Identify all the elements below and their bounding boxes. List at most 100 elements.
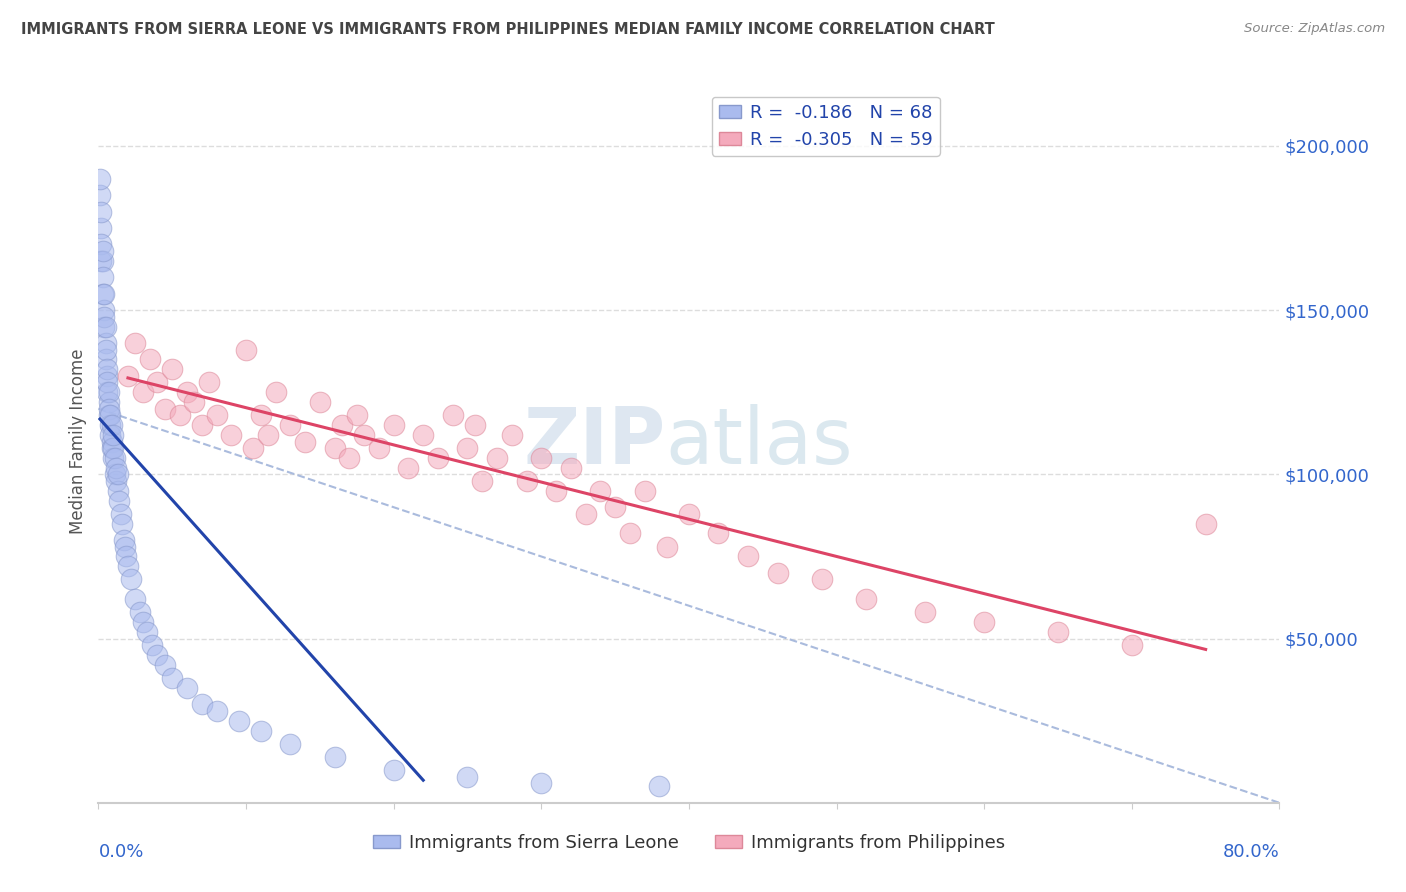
Point [169,409,191,423]
Point [91,286,114,301]
Text: Source: ZipAtlas.com: Source: ZipAtlas.com [1244,22,1385,36]
Point [264,385,287,400]
Point [141,638,163,652]
Point [257,428,280,442]
Point [105,460,128,475]
Point [107,483,129,498]
Point [94,352,117,367]
Point [117,559,139,574]
Point [117,368,139,383]
Point [89,171,111,186]
Point [560,460,582,475]
Point [441,409,464,423]
Point [97,395,120,409]
Point [589,483,612,498]
Point [198,376,221,390]
Point [114,540,136,554]
Point [104,467,127,482]
Point [97,409,120,423]
Point [108,493,131,508]
Point [323,441,346,455]
Point [323,749,346,764]
Point [330,418,353,433]
Point [90,221,112,235]
Point [294,434,316,449]
Point [100,434,122,449]
Text: IMMIGRANTS FROM SIERRA LEONE VS IMMIGRANTS FROM PHILIPPINES MEDIAN FAMILY INCOME: IMMIGRANTS FROM SIERRA LEONE VS IMMIGRAN… [21,22,995,37]
Point [737,549,759,564]
Point [457,770,479,784]
Point [132,615,155,630]
Point [235,343,257,357]
Point [516,474,538,488]
Point [124,592,146,607]
Point [103,441,125,455]
Point [471,474,494,488]
Point [90,253,112,268]
Point [153,401,176,416]
Point [103,450,125,465]
Point [546,483,568,498]
Point [115,549,138,564]
Point [105,474,128,488]
Point [112,533,135,547]
Point [1195,516,1218,531]
Point [120,573,142,587]
Point [707,526,730,541]
Point [93,303,115,318]
Point [382,763,405,777]
Point [100,418,122,433]
Point [973,615,995,630]
Point [90,237,112,252]
Point [530,776,553,790]
Point [648,780,671,794]
Point [176,385,198,400]
Point [146,648,169,662]
Point [94,336,117,351]
Point [97,401,120,416]
Point [205,409,228,423]
Text: atlas: atlas [665,403,853,480]
Legend: Immigrants from Sierra Leone, Immigrants from Philippines: Immigrants from Sierra Leone, Immigrants… [366,826,1012,859]
Point [1046,625,1070,640]
Point [228,714,250,728]
Point [634,483,657,498]
Point [107,467,129,482]
Point [605,500,627,515]
Point [162,671,183,685]
Point [96,362,118,376]
Point [619,526,641,541]
Point [153,657,176,672]
Point [309,395,332,409]
Point [96,368,118,383]
Point [353,428,375,442]
Point [250,723,273,738]
Point [398,460,420,475]
Y-axis label: Median Family Income: Median Family Income [69,349,87,534]
Point [139,352,162,367]
Point [97,385,120,400]
Point [93,286,115,301]
Point [96,385,118,400]
Point [136,625,159,640]
Point [427,450,450,465]
Point [346,409,368,423]
Point [93,310,115,324]
Point [855,592,877,607]
Point [94,319,117,334]
Point [98,409,121,423]
Point [221,428,243,442]
Point [412,428,434,442]
Text: 80.0%: 80.0% [1223,843,1279,861]
Point [124,336,146,351]
Point [530,450,553,465]
Point [242,441,264,455]
Point [94,343,117,357]
Point [339,450,361,465]
Point [111,516,134,531]
Point [162,362,183,376]
Point [183,395,205,409]
Point [93,319,115,334]
Point [250,409,273,423]
Point [914,605,936,619]
